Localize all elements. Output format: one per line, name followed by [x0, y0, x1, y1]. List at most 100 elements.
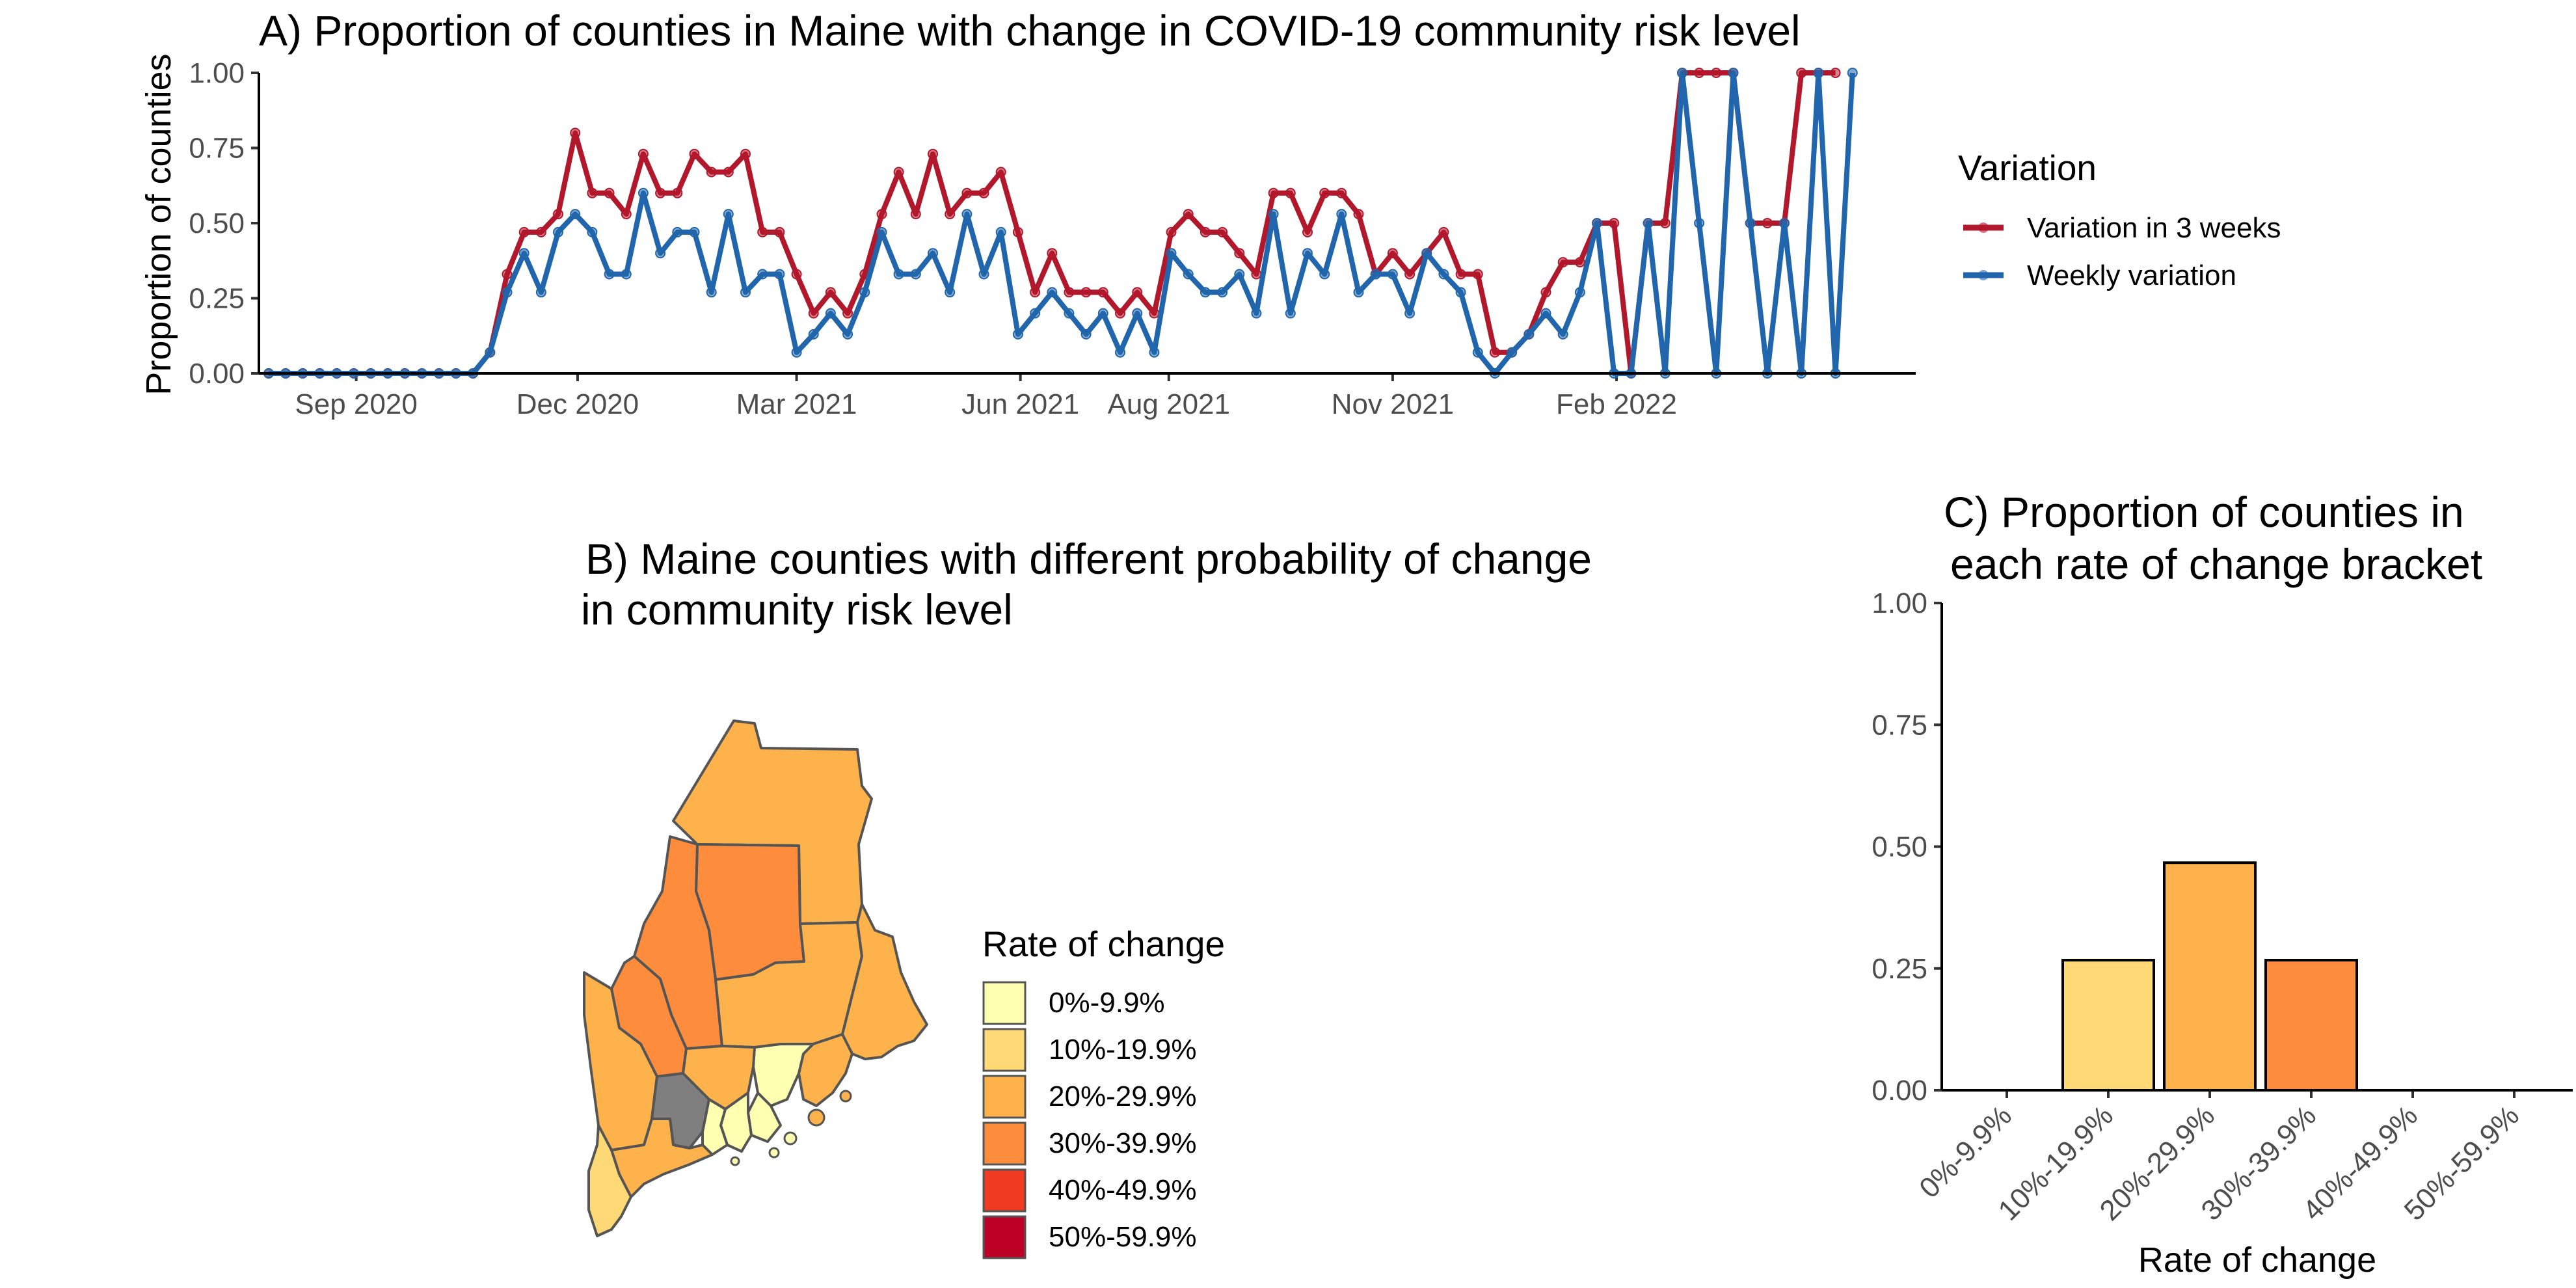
- data-point: [1012, 329, 1023, 340]
- data-point: [1796, 68, 1807, 78]
- panel-a-x-ticks: Sep 2020 Dec 2020 Mar 2021 Jun 2021 Aug 2021…: [295, 373, 1677, 420]
- data-point: [655, 248, 666, 259]
- legend-swatch: [982, 981, 1026, 1025]
- data-point: [757, 269, 768, 280]
- data-point: [637, 187, 649, 198]
- legend-swatch: [982, 1168, 1026, 1213]
- data-point: [808, 329, 819, 340]
- x-tick-label: Sep 2020: [295, 388, 417, 420]
- data-point: [502, 269, 513, 280]
- data-point: [1438, 269, 1449, 280]
- data-point: [518, 226, 530, 237]
- data-point: [995, 226, 1006, 237]
- data-point: [553, 226, 563, 237]
- data-point: [604, 269, 615, 280]
- data-point: [570, 127, 581, 139]
- data-point: [1540, 287, 1551, 298]
- data-point: [1574, 257, 1585, 268]
- x-tick-label: Dec 2020: [517, 388, 639, 420]
- data-point: [1030, 308, 1041, 319]
- x-tick-label: Feb 2022: [1556, 388, 1677, 420]
- data-point: [1064, 308, 1075, 319]
- data-point: [1047, 248, 1058, 259]
- county-york: [587, 1124, 632, 1237]
- data-point: [876, 209, 887, 220]
- data-point: [928, 148, 938, 159]
- data-point: [518, 248, 530, 259]
- data-point: [706, 287, 717, 298]
- data-point: [961, 187, 973, 198]
- data-point: [1251, 269, 1262, 280]
- data-point: [1234, 269, 1245, 280]
- legend-point-3-weeks: [1978, 222, 1989, 233]
- y-tick-label: 0.75: [1872, 709, 1927, 741]
- county-waldo: [752, 1043, 814, 1107]
- data-point: [1353, 287, 1364, 298]
- data-point: [672, 226, 683, 237]
- legend-swatch: [982, 1028, 1026, 1072]
- data-point: [1012, 226, 1023, 237]
- data-point: [1234, 248, 1245, 259]
- data-point: [621, 209, 632, 220]
- data-point: [689, 226, 700, 237]
- y-tick-label: 0.00: [189, 358, 245, 390]
- data-point: [1166, 248, 1177, 259]
- y-tick-label: 1.00: [189, 57, 245, 89]
- data-point: [1404, 269, 1415, 280]
- data-point: [553, 209, 563, 220]
- legend-label: 30%-39.9%: [1049, 1127, 1196, 1159]
- data-point: [723, 167, 734, 178]
- bar: [2264, 959, 2358, 1092]
- data-point: [1149, 347, 1160, 358]
- bar: [2061, 959, 2155, 1092]
- data-point: [672, 187, 683, 198]
- data-point: [604, 187, 615, 198]
- data-point: [1694, 218, 1705, 228]
- data-point: [1609, 218, 1620, 228]
- legend-label: 20%-29.9%: [1049, 1080, 1196, 1112]
- data-point: [1097, 308, 1108, 319]
- panel-a-legend-title: Variation: [1958, 148, 2097, 188]
- data-point: [1080, 329, 1092, 340]
- data-point: [740, 287, 751, 298]
- data-point: [1438, 226, 1449, 237]
- panel-b-legend: Rate of change 0%-9.9% 10%-19.9% 20%-29.9%…: [982, 924, 1225, 1259]
- data-point: [1319, 269, 1330, 280]
- data-point: [842, 308, 853, 319]
- county-washington: [841, 903, 928, 1060]
- panel-c-x-ticks: 0%-9.9%10%-19.9%20%-29.9%30%-39.9%40%-49…: [1913, 1090, 2525, 1227]
- data-point: [655, 187, 666, 198]
- data-point: [910, 269, 921, 280]
- data-point: [1523, 329, 1535, 340]
- data-point: [485, 347, 496, 358]
- panel-a-legend: Variation Variation in 3 weeks Weekly va…: [1958, 148, 2281, 291]
- data-point: [757, 226, 768, 237]
- data-point: [1421, 248, 1432, 259]
- data-point: [945, 287, 956, 298]
- panel-a-title: A) Proportion of counties in Maine with …: [259, 7, 1801, 55]
- data-point: [774, 269, 785, 280]
- panel-c-y-ticks: 0.00 0.25 0.50 0.75 1.00: [1872, 587, 1942, 1107]
- data-point: [945, 209, 956, 220]
- data-point: [621, 269, 632, 280]
- data-point: [1302, 248, 1313, 259]
- data-point: [570, 209, 581, 220]
- data-point: [893, 269, 904, 280]
- legend-label: 40%-49.9%: [1049, 1174, 1196, 1206]
- legend-point-weekly: [1978, 270, 1989, 280]
- data-point: [1592, 218, 1602, 228]
- data-point: [1762, 218, 1773, 228]
- data-point: [1574, 287, 1585, 298]
- y-tick-label: 0.00: [1872, 1075, 1927, 1107]
- data-point: [808, 308, 819, 319]
- data-point: [1387, 269, 1398, 280]
- x-tick-label: Aug 2021: [1108, 388, 1230, 420]
- legend-swatch: [982, 1215, 1026, 1259]
- data-point: [1659, 218, 1670, 228]
- data-point: [1813, 68, 1824, 78]
- data-point: [1455, 287, 1466, 298]
- data-point: [1779, 218, 1790, 228]
- data-point: [1251, 308, 1262, 319]
- data-point: [791, 269, 802, 280]
